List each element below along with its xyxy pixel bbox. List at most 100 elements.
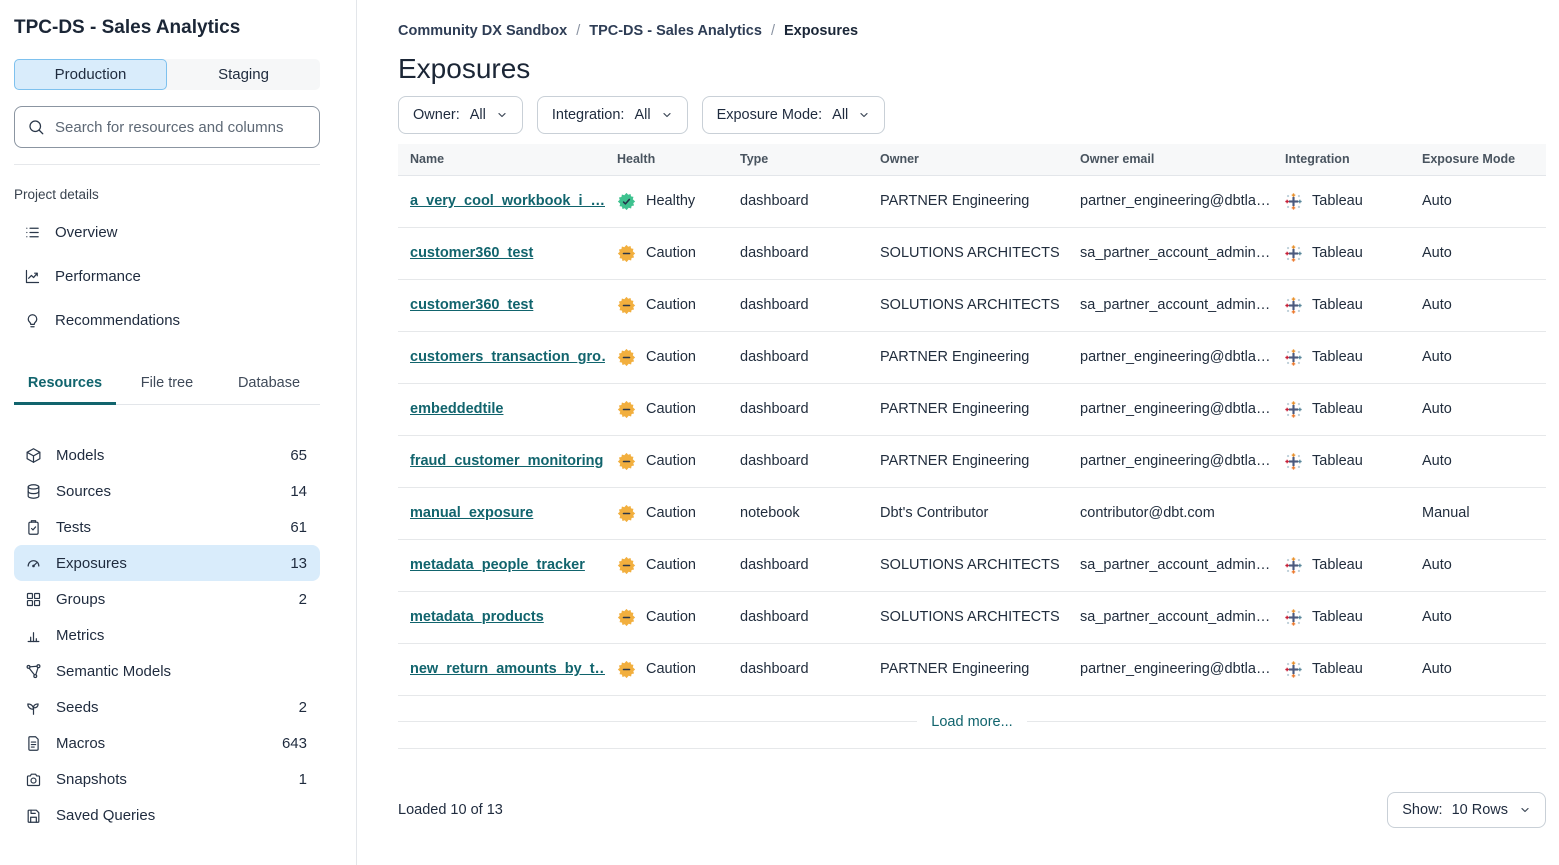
resource-label: Macros bbox=[56, 734, 106, 752]
staging-toggle-button[interactable]: Staging bbox=[167, 59, 320, 90]
production-toggle-button[interactable]: Production bbox=[14, 59, 167, 90]
sidebar-item-macros[interactable]: Macros 643 bbox=[14, 725, 320, 761]
owner-email-cell: partner_engineering@dbtla… bbox=[1068, 175, 1273, 228]
sidebar-item-saved-queries[interactable]: Saved Queries bbox=[14, 797, 320, 833]
table-row: metadata_people_tracker Caution dashboar… bbox=[398, 539, 1546, 592]
type-cell: dashboard bbox=[728, 643, 868, 696]
camera-icon bbox=[25, 771, 42, 788]
breadcrumb-separator: / bbox=[576, 23, 581, 39]
tableau-icon bbox=[1285, 192, 1302, 210]
resource-count: 14 bbox=[290, 482, 307, 500]
exposure-name-link[interactable]: manual_exposure bbox=[410, 505, 534, 521]
resource-label: Saved Queries bbox=[56, 806, 156, 824]
health-label: Caution bbox=[646, 557, 696, 573]
resource-label: Groups bbox=[56, 590, 106, 608]
exposure-name-link[interactable]: fraud_customer_monitoring bbox=[410, 453, 604, 469]
integration-cell: Tableau bbox=[1285, 452, 1398, 470]
exposure-name-link[interactable]: metadata_people_tracker bbox=[410, 557, 585, 573]
sidebar-item-snapshots[interactable]: Snapshots 1 bbox=[14, 761, 320, 797]
table-header-row: Name Health Type Owner Owner email Integratio… bbox=[398, 144, 1546, 176]
integration-label: Tableau bbox=[1312, 401, 1363, 417]
project-details-label: Project details bbox=[14, 187, 99, 202]
tableau-icon bbox=[1285, 660, 1302, 678]
integration-cell: Tableau bbox=[1285, 608, 1398, 626]
show-label: Show: bbox=[1402, 801, 1443, 818]
sidebar-item-tests[interactable]: Tests 61 bbox=[14, 509, 320, 545]
resource-count: 13 bbox=[290, 554, 307, 572]
filter-bar: Owner: All Integration: All Exposure Mod… bbox=[398, 96, 1546, 134]
health-label: Caution bbox=[646, 661, 696, 677]
load-more-link[interactable]: Load more... bbox=[931, 713, 1013, 730]
table-row: fraud_customer_monitoring Caution dashbo… bbox=[398, 435, 1546, 488]
nav-item-label: Performance bbox=[55, 267, 141, 285]
exposure-name-link[interactable]: metadata_products bbox=[410, 609, 544, 625]
tab-file-tree[interactable]: File tree bbox=[140, 375, 194, 391]
search-input[interactable] bbox=[55, 118, 307, 136]
footer-bar: Loaded 10 of 13 Show: 10 Rows bbox=[398, 791, 1546, 828]
owner-cell: Dbt's Contributor bbox=[868, 487, 1068, 540]
lightbulb-icon bbox=[24, 312, 41, 329]
exposure-mode-cell: Auto bbox=[1410, 227, 1546, 280]
nav-item-recommendations[interactable]: Recommendations bbox=[14, 298, 320, 342]
chevron-down-icon bbox=[1519, 804, 1531, 816]
sidebar-item-sources[interactable]: Sources 14 bbox=[14, 473, 320, 509]
resource-list: Models 65 Sources 14 Tests 61 Exposures … bbox=[14, 437, 320, 833]
breadcrumb-item-community-dx-sandbox[interactable]: Community DX Sandbox bbox=[398, 23, 568, 39]
search-box[interactable] bbox=[14, 106, 320, 148]
integration-cell: Tableau bbox=[1285, 556, 1398, 574]
sidebar-item-metrics[interactable]: Metrics bbox=[14, 617, 320, 653]
integration-cell: Tableau bbox=[1285, 400, 1398, 418]
caution-badge bbox=[617, 452, 636, 471]
sidebar-item-groups[interactable]: Groups 2 bbox=[14, 581, 320, 617]
nav-item-overview[interactable]: Overview bbox=[14, 210, 320, 254]
nav-item-performance[interactable]: Performance bbox=[14, 254, 320, 298]
resource-label: Metrics bbox=[56, 626, 105, 644]
tableau-icon bbox=[1285, 348, 1302, 366]
owner-email-cell: partner_engineering@dbtla… bbox=[1068, 331, 1273, 384]
owner-email-cell: partner_engineering@dbtla… bbox=[1068, 643, 1273, 696]
integration-label: Tableau bbox=[1312, 453, 1363, 469]
exposure-name-link[interactable]: customer360_test bbox=[410, 245, 534, 261]
health-label: Caution bbox=[646, 349, 696, 365]
filter-owner[interactable]: Owner: All bbox=[398, 96, 523, 134]
exposure-name-link[interactable]: new_return_amounts_by_t… bbox=[410, 661, 605, 677]
tab-resources[interactable]: Resources bbox=[14, 366, 116, 405]
owner-cell: PARTNER Engineering bbox=[868, 331, 1068, 384]
health-status: Caution bbox=[617, 452, 716, 471]
health-status: Caution bbox=[617, 660, 716, 679]
filter-value: All bbox=[832, 107, 849, 123]
table-row: customers_transaction_gro… Caution dashb… bbox=[398, 331, 1546, 384]
exposure-mode-cell: Auto bbox=[1410, 331, 1546, 384]
exposure-mode-cell: Auto bbox=[1410, 591, 1546, 644]
filter-integration[interactable]: Integration: All bbox=[536, 96, 688, 134]
bar-chart-icon bbox=[25, 627, 42, 644]
tab-database[interactable]: Database bbox=[237, 375, 301, 391]
main-content: Community DX Sandbox / TPC-DS - Sales Anal… bbox=[357, 0, 1559, 865]
sidebar-item-exposures[interactable]: Exposures 13 bbox=[14, 545, 320, 581]
sidebar-item-semantic-models[interactable]: Semantic Models bbox=[14, 653, 320, 689]
breadcrumb-item-tpc-ds-sales-analytics[interactable]: TPC-DS - Sales Analytics bbox=[589, 23, 762, 39]
exposure-mode-cell: Auto bbox=[1410, 539, 1546, 592]
cube-icon bbox=[25, 447, 42, 464]
rows-per-page-button[interactable]: Show: 10 Rows bbox=[1387, 791, 1546, 828]
search-icon bbox=[27, 118, 45, 136]
loaded-count-text: Loaded 10 of 13 bbox=[398, 801, 503, 818]
exposure-name-link[interactable]: embeddedtile bbox=[410, 401, 504, 417]
table-row: new_return_amounts_by_t… Caution dashboa… bbox=[398, 643, 1546, 696]
owner-email-cell: sa_partner_account_admin… bbox=[1068, 227, 1273, 280]
sidebar-item-models[interactable]: Models 65 bbox=[14, 437, 320, 473]
health-label: Caution bbox=[646, 453, 696, 469]
exposure-name-link[interactable]: customers_transaction_gro… bbox=[410, 349, 605, 365]
resource-label: Tests bbox=[56, 518, 92, 536]
database-icon bbox=[25, 483, 42, 500]
filter-exposure-mode[interactable]: Exposure Mode: All bbox=[701, 96, 886, 134]
sidebar-item-seeds[interactable]: Seeds 2 bbox=[14, 689, 320, 725]
exposure-mode-cell: Auto bbox=[1410, 383, 1546, 436]
caution-badge bbox=[617, 244, 636, 263]
network-icon bbox=[25, 663, 42, 680]
caution-badge bbox=[617, 296, 636, 315]
exposure-mode-cell: Auto bbox=[1410, 643, 1546, 696]
exposure-name-link[interactable]: a_very_cool_workbook_i_… bbox=[410, 193, 605, 209]
filter-value: All bbox=[634, 107, 651, 123]
exposure-name-link[interactable]: customer360_test bbox=[410, 297, 534, 313]
